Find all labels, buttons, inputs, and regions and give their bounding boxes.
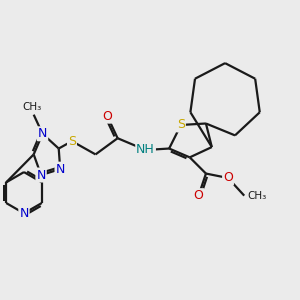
Text: N: N — [38, 127, 47, 140]
Text: N: N — [56, 163, 65, 176]
Text: O: O — [194, 189, 203, 202]
Text: N: N — [19, 207, 29, 220]
Text: CH₃: CH₃ — [22, 102, 42, 112]
Text: O: O — [102, 110, 112, 123]
Text: O: O — [223, 172, 233, 184]
Text: CH₃: CH₃ — [248, 190, 267, 201]
Text: N: N — [36, 169, 46, 182]
Text: NH: NH — [136, 143, 155, 157]
Text: S: S — [177, 118, 185, 131]
Text: S: S — [68, 135, 76, 148]
